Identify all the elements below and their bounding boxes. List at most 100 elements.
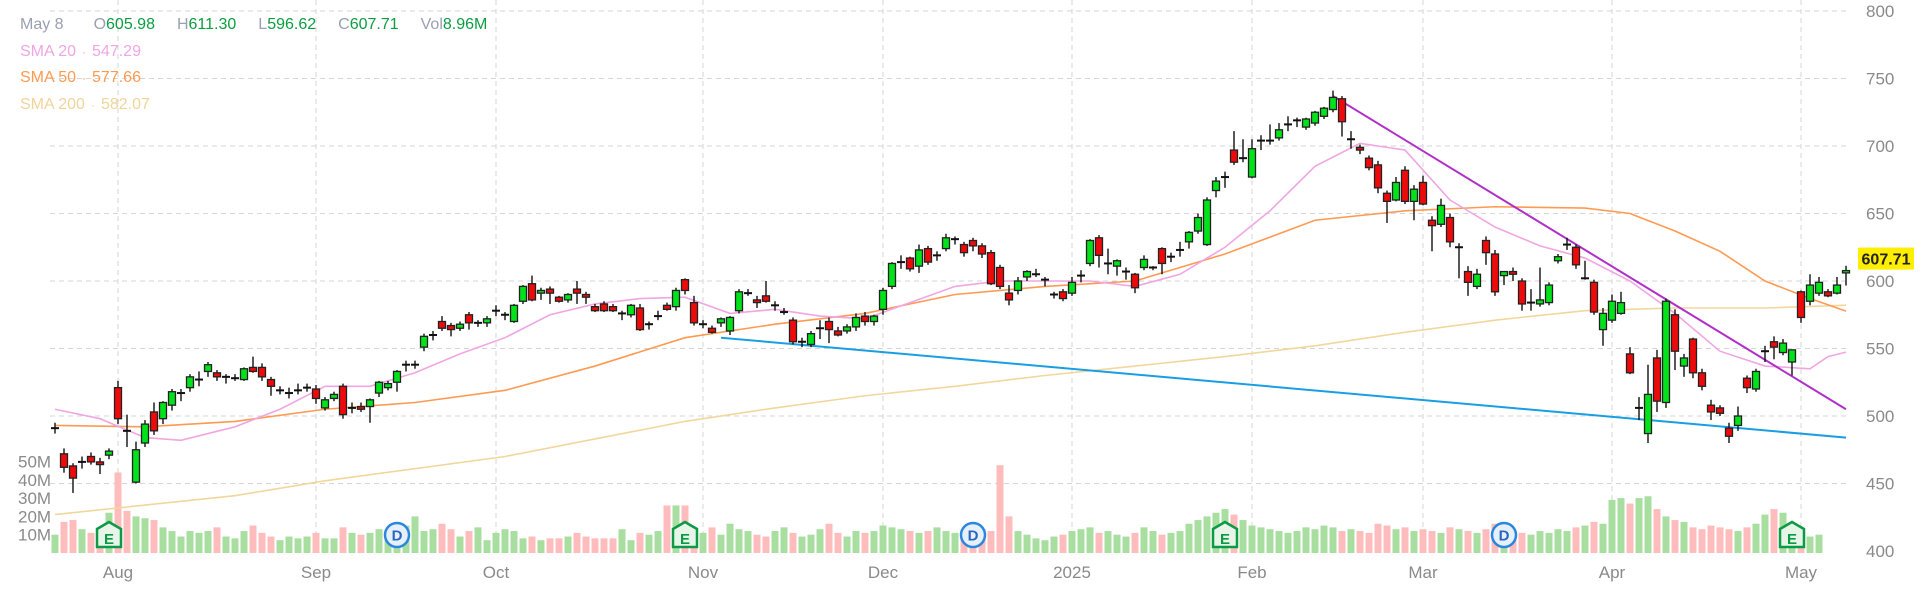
- candle: [1032, 268, 1040, 277]
- candle: [798, 337, 806, 348]
- candle: [338, 383, 348, 419]
- candle-body: [1373, 164, 1383, 189]
- candle: [1481, 236, 1491, 265]
- volume-bar: [1518, 532, 1526, 553]
- volume-bar: [1059, 534, 1067, 553]
- candle: [1067, 276, 1077, 296]
- volume-bar: [501, 529, 509, 553]
- volume-bar: [321, 538, 329, 553]
- candle-body: [590, 305, 600, 312]
- volume-bar: [537, 540, 545, 553]
- price-tick-label: 750: [1866, 70, 1894, 89]
- candle: [536, 287, 546, 300]
- volume-bar: [726, 523, 734, 553]
- price-tick-label: 500: [1866, 407, 1894, 426]
- axes: 40045050055060065070075080010M20M30M40M5…: [18, 2, 1914, 582]
- volume-bar: [1698, 529, 1706, 553]
- candle: [1257, 135, 1265, 151]
- candle: [959, 241, 969, 257]
- candle: [51, 422, 59, 434]
- earnings-badge[interactable]: E: [1211, 520, 1239, 549]
- candle: [1769, 336, 1779, 360]
- candle-body: [1400, 169, 1410, 203]
- volume-bar: [1626, 503, 1634, 553]
- candle: [1382, 190, 1392, 223]
- candle-body: [1427, 219, 1437, 227]
- sma20-legend[interactable]: SMA 20 · 547.29: [20, 39, 509, 66]
- trendlines[interactable]: [720, 95, 1847, 439]
- candle-body: [914, 249, 924, 267]
- earnings-badge[interactable]: E: [1778, 520, 1806, 549]
- candle-body: [599, 303, 609, 312]
- dividend-badge[interactable]: D: [383, 521, 411, 549]
- candle-body: [1733, 415, 1743, 427]
- volume-bar: [528, 536, 536, 553]
- volume-bar: [573, 532, 581, 553]
- candle-body: [1022, 270, 1032, 278]
- sma200-line: [54, 304, 1847, 516]
- candle-body: [635, 307, 645, 331]
- candle-body: [1184, 231, 1194, 243]
- candle-body: [1544, 284, 1554, 304]
- volume-bar: [915, 532, 923, 553]
- candle: [95, 457, 105, 475]
- volume-bar: [1617, 498, 1625, 553]
- resistance-trendline[interactable]: [1332, 95, 1847, 411]
- candle-body: [1589, 281, 1599, 313]
- support-trendline[interactable]: [720, 336, 1847, 439]
- volume-tick-label: 50M: [18, 453, 51, 472]
- candle: [311, 384, 321, 404]
- badge-letter: E: [680, 531, 690, 548]
- dividend-badge[interactable]: D: [1490, 521, 1518, 549]
- volume-bar: [1392, 529, 1400, 553]
- sma50-line: [54, 205, 1847, 428]
- candle-body: [356, 405, 366, 410]
- volume-bar: [1428, 531, 1436, 553]
- candle: [1724, 422, 1734, 443]
- volume-bar: [807, 534, 815, 553]
- volume-bar: [213, 527, 221, 553]
- earnings-badge[interactable]: E: [671, 520, 699, 549]
- candle-body: [563, 293, 573, 301]
- candle: [203, 362, 213, 377]
- candle-body: [1679, 357, 1689, 367]
- candle: [933, 251, 941, 261]
- candle-body: [923, 247, 933, 263]
- volume-bar: [294, 538, 302, 553]
- candle-body: [1841, 269, 1851, 274]
- candle: [626, 303, 636, 318]
- candle-body: [1814, 281, 1824, 294]
- x-tick-label: 2025: [1053, 563, 1091, 582]
- candle: [869, 314, 879, 326]
- sma200-label: SMA 200: [20, 95, 85, 113]
- volume-bar: [1275, 531, 1283, 553]
- candle: [429, 330, 437, 341]
- candle-body: [1202, 199, 1212, 246]
- sma50-legend[interactable]: SMA 50 · 577.66: [20, 65, 509, 92]
- earnings-icon: [95, 520, 123, 549]
- volume-bar: [231, 538, 239, 553]
- candle-body: [842, 326, 852, 332]
- candle-body: [752, 299, 762, 304]
- candle: [78, 456, 86, 469]
- candle: [744, 289, 752, 296]
- candle: [212, 370, 222, 381]
- sma200-legend[interactable]: SMA 200 · 582.07: [20, 92, 509, 119]
- candle-body: [1211, 180, 1221, 192]
- candle-body: [131, 449, 141, 483]
- dividend-badge[interactable]: D: [959, 521, 987, 549]
- volume-bar: [699, 532, 707, 553]
- x-tick-label: May: [1785, 563, 1818, 582]
- candle-body: [239, 368, 249, 381]
- candle: [608, 303, 618, 313]
- volume-bar: [735, 529, 743, 553]
- earnings-badge[interactable]: E: [95, 520, 123, 549]
- volume-bar: [1320, 525, 1328, 553]
- volume-bar: [1266, 529, 1274, 553]
- candle: [1211, 177, 1221, 198]
- candle-body: [1715, 407, 1725, 414]
- candle: [1202, 197, 1212, 246]
- candle-body: [365, 399, 375, 408]
